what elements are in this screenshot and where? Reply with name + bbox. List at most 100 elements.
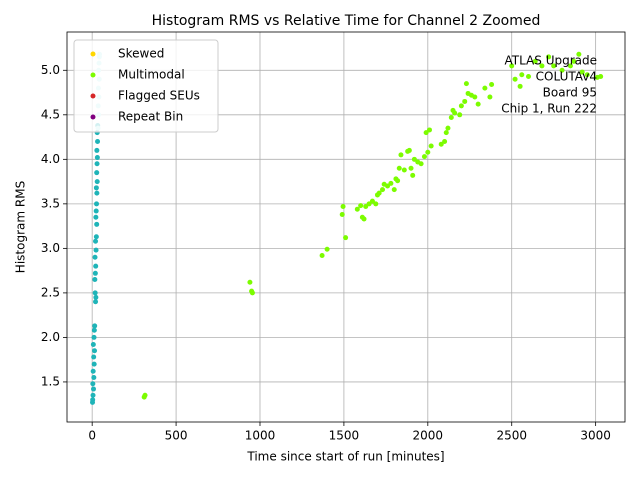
point xyxy=(442,139,448,145)
point xyxy=(487,94,493,100)
point xyxy=(93,299,99,305)
point xyxy=(373,201,379,207)
point xyxy=(358,203,364,209)
y-tick-label: 2.5 xyxy=(41,285,60,299)
point xyxy=(249,290,255,296)
point xyxy=(425,149,431,155)
point xyxy=(94,190,100,196)
point xyxy=(423,130,429,136)
point xyxy=(92,323,98,329)
point xyxy=(91,334,97,340)
point xyxy=(142,392,148,398)
x-tick-label: 1500 xyxy=(329,429,360,443)
point xyxy=(366,201,372,207)
point xyxy=(90,381,96,387)
point xyxy=(579,69,585,75)
point xyxy=(93,247,99,253)
y-tick-label: 4.5 xyxy=(41,107,60,121)
annotation: Board 95 xyxy=(543,86,597,100)
point xyxy=(361,216,367,222)
point xyxy=(93,294,99,300)
point xyxy=(94,221,100,227)
point xyxy=(93,238,99,244)
point xyxy=(94,161,100,167)
point xyxy=(388,180,394,186)
point xyxy=(385,183,391,189)
legend-marker xyxy=(90,93,96,99)
point xyxy=(92,277,98,283)
point xyxy=(571,58,577,64)
point xyxy=(539,63,545,69)
point xyxy=(445,125,451,131)
point xyxy=(343,235,349,241)
point xyxy=(411,156,417,162)
x-tick-label: 0 xyxy=(88,429,96,443)
point xyxy=(398,152,404,158)
plot-frame xyxy=(66,31,626,423)
point xyxy=(391,187,397,193)
legend-label: Flagged SEUs xyxy=(118,89,200,103)
point xyxy=(93,234,99,240)
point xyxy=(94,201,100,207)
point xyxy=(90,368,96,374)
point xyxy=(93,185,99,191)
point xyxy=(401,167,407,173)
point xyxy=(426,127,432,133)
legend-marker xyxy=(90,51,96,57)
point xyxy=(339,212,345,218)
point xyxy=(340,204,346,210)
y-tick-label: 1.5 xyxy=(41,374,60,388)
x-axis-label: Time since start of run [minutes] xyxy=(246,450,444,464)
legend-label: Multimodal xyxy=(118,68,185,82)
legend-marker xyxy=(90,114,96,120)
point xyxy=(91,386,97,392)
point xyxy=(452,110,458,116)
point xyxy=(91,361,97,367)
point xyxy=(247,279,253,285)
point xyxy=(512,76,518,82)
point xyxy=(526,74,532,80)
point xyxy=(93,263,99,269)
y-tick-label: 3.0 xyxy=(41,241,60,255)
point xyxy=(324,246,330,252)
point xyxy=(376,190,382,196)
point xyxy=(598,74,604,80)
y-tick-label: 3.5 xyxy=(41,196,60,210)
point xyxy=(551,63,557,69)
point xyxy=(584,72,590,78)
point xyxy=(418,161,424,167)
point xyxy=(395,178,401,184)
point xyxy=(567,63,573,69)
point xyxy=(428,143,434,149)
point xyxy=(448,114,454,120)
point xyxy=(546,54,552,60)
point xyxy=(410,172,416,178)
point xyxy=(458,103,464,109)
point xyxy=(489,82,495,88)
point xyxy=(92,254,98,260)
point xyxy=(576,51,582,57)
point xyxy=(95,139,101,145)
point xyxy=(93,214,99,220)
point xyxy=(408,165,414,171)
point xyxy=(509,63,515,69)
x-tick-label: 2000 xyxy=(413,429,444,443)
annotation: Chip 1, Run 222 xyxy=(501,102,597,116)
point xyxy=(93,208,99,214)
point xyxy=(517,83,523,89)
y-tick-label: 5.0 xyxy=(41,63,60,77)
x-tick-label: 500 xyxy=(165,429,188,443)
point xyxy=(380,187,386,193)
point xyxy=(91,354,97,360)
x-tick-label: 1000 xyxy=(245,429,276,443)
point xyxy=(94,170,100,176)
point xyxy=(94,179,100,185)
legend-box xyxy=(73,39,219,133)
point xyxy=(457,112,463,118)
point xyxy=(94,147,100,153)
point xyxy=(354,206,360,212)
legend-label: Repeat Bin xyxy=(118,110,183,124)
point xyxy=(396,165,402,171)
point xyxy=(369,198,375,204)
